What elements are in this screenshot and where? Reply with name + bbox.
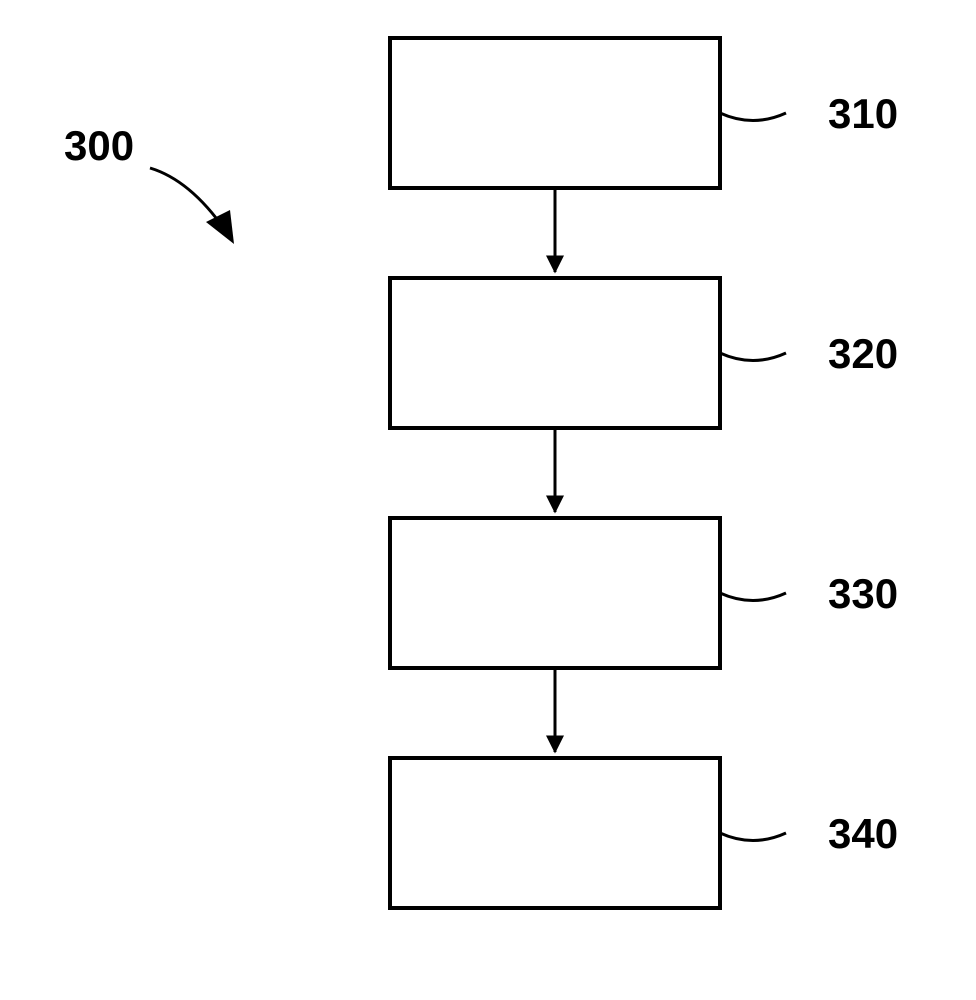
box-label-320: 320 [828, 330, 898, 377]
diagram-ref-label: 300 [64, 122, 134, 169]
box-label-330: 330 [828, 570, 898, 617]
box-label-310: 310 [828, 90, 898, 137]
box-label-340: 340 [828, 810, 898, 857]
